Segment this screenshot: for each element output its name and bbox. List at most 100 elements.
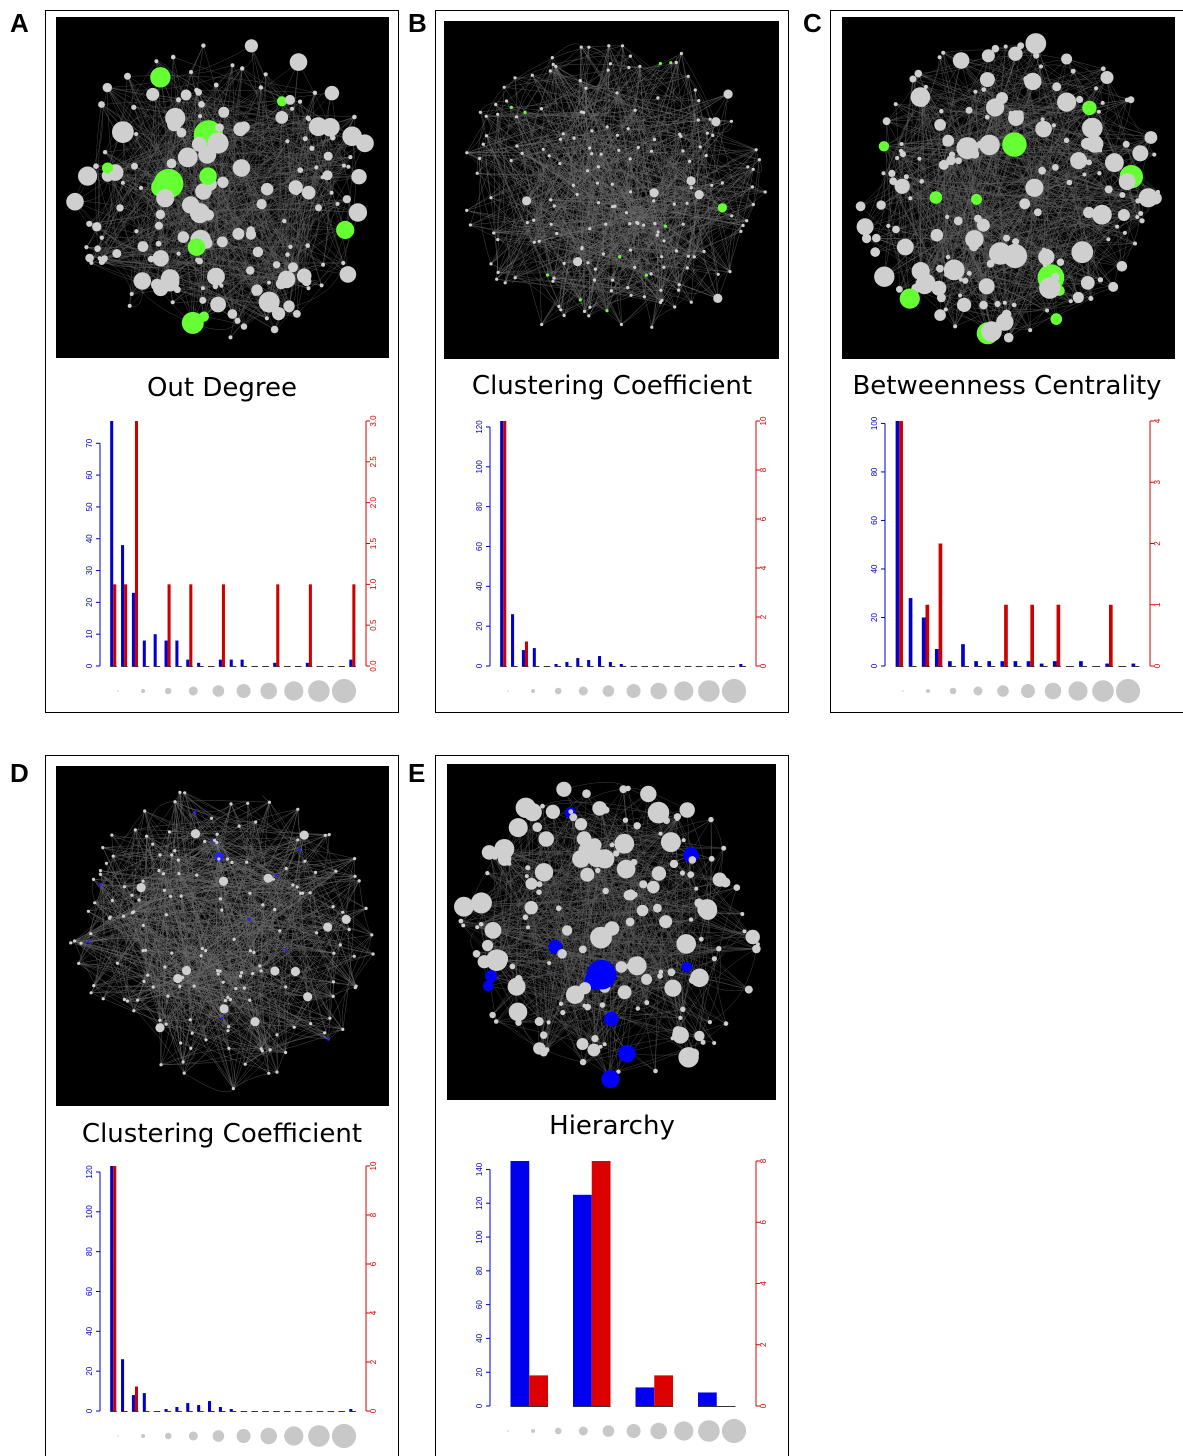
highlighted-node xyxy=(326,1037,330,1041)
node xyxy=(297,167,304,174)
bar-right-series xyxy=(1030,604,1035,666)
node xyxy=(515,1019,522,1026)
node xyxy=(1083,206,1095,219)
node xyxy=(122,997,126,1002)
node xyxy=(1106,237,1111,242)
node xyxy=(943,307,948,312)
bar-right-series xyxy=(529,1375,548,1406)
edges xyxy=(466,43,766,328)
left-axis-tick-label: 120 xyxy=(475,420,484,434)
node xyxy=(557,304,561,308)
node xyxy=(919,179,924,184)
node xyxy=(700,1039,706,1045)
node xyxy=(599,152,603,156)
node xyxy=(686,74,690,78)
highlighted-node xyxy=(878,141,890,152)
node xyxy=(586,261,590,265)
node xyxy=(602,1042,607,1047)
bar-left-series xyxy=(175,640,179,666)
node xyxy=(679,870,686,876)
right-axis-tick-label: 8 xyxy=(759,467,768,472)
node xyxy=(329,190,334,195)
node xyxy=(626,962,634,970)
node xyxy=(1070,68,1076,74)
node xyxy=(633,108,637,112)
node xyxy=(555,231,559,236)
node xyxy=(273,907,277,912)
size-legend-circle xyxy=(674,1421,694,1441)
size-legend-circle xyxy=(721,1418,747,1444)
node xyxy=(655,233,659,237)
right-axis-tick-label: 8 xyxy=(369,1212,378,1217)
node xyxy=(198,101,205,108)
node xyxy=(633,822,641,830)
node xyxy=(677,288,681,292)
node xyxy=(607,44,611,48)
network-svg xyxy=(454,781,761,1089)
highlighted-node xyxy=(644,273,648,277)
left-axis-tick-label: 40 xyxy=(85,1326,94,1335)
node xyxy=(1003,44,1008,49)
node xyxy=(170,300,175,305)
node xyxy=(640,785,657,803)
node xyxy=(934,119,946,131)
node xyxy=(94,245,101,252)
node xyxy=(515,144,519,148)
node xyxy=(177,231,190,243)
node xyxy=(541,147,545,151)
bar-chart-b: 0 20 40 60 80 100 120 0 2 4 6 8 10 xyxy=(436,411,790,711)
node xyxy=(1149,133,1155,139)
left-axis-tick-label: 30 xyxy=(85,566,94,575)
node xyxy=(1052,164,1059,171)
node xyxy=(625,785,631,792)
left-axis-tick-label: 100 xyxy=(870,416,879,430)
node xyxy=(170,54,176,60)
node xyxy=(173,286,181,294)
node xyxy=(752,944,761,954)
node xyxy=(1051,123,1056,128)
node xyxy=(708,855,715,862)
node xyxy=(745,219,749,223)
node xyxy=(234,986,238,991)
left-axis-tick-label: 70 xyxy=(85,438,94,447)
node xyxy=(903,174,909,180)
bar-left-series xyxy=(1000,661,1005,666)
size-legend-circle xyxy=(1092,680,1114,702)
node xyxy=(1100,66,1106,72)
size-legend-circle xyxy=(531,689,536,693)
node xyxy=(347,927,351,932)
node xyxy=(170,853,174,857)
right-axis-tick-label: 1.0 xyxy=(369,578,378,590)
node xyxy=(896,238,914,256)
node xyxy=(308,117,328,137)
bar-left-series xyxy=(110,1166,114,1411)
node xyxy=(686,176,696,186)
node xyxy=(723,89,733,99)
node xyxy=(551,62,555,66)
node xyxy=(232,159,251,177)
node xyxy=(642,295,646,299)
node xyxy=(477,955,491,969)
node xyxy=(240,66,245,71)
node xyxy=(301,891,305,895)
node xyxy=(576,831,592,847)
node xyxy=(936,264,944,273)
node xyxy=(229,802,233,806)
node xyxy=(571,183,575,187)
node xyxy=(1082,172,1087,177)
node xyxy=(137,898,141,902)
size-legend-circle xyxy=(650,682,667,700)
node xyxy=(602,887,609,895)
node xyxy=(515,797,536,818)
node xyxy=(258,85,264,90)
node xyxy=(755,942,760,947)
highlighted-node xyxy=(193,810,197,815)
node xyxy=(694,190,704,200)
highlighted-node xyxy=(247,918,251,922)
node xyxy=(270,325,279,334)
left-axis-tick-label: 60 xyxy=(85,1286,94,1295)
node xyxy=(167,116,182,132)
node xyxy=(301,276,312,287)
node xyxy=(240,971,244,975)
highlighted-node xyxy=(604,1011,619,1027)
